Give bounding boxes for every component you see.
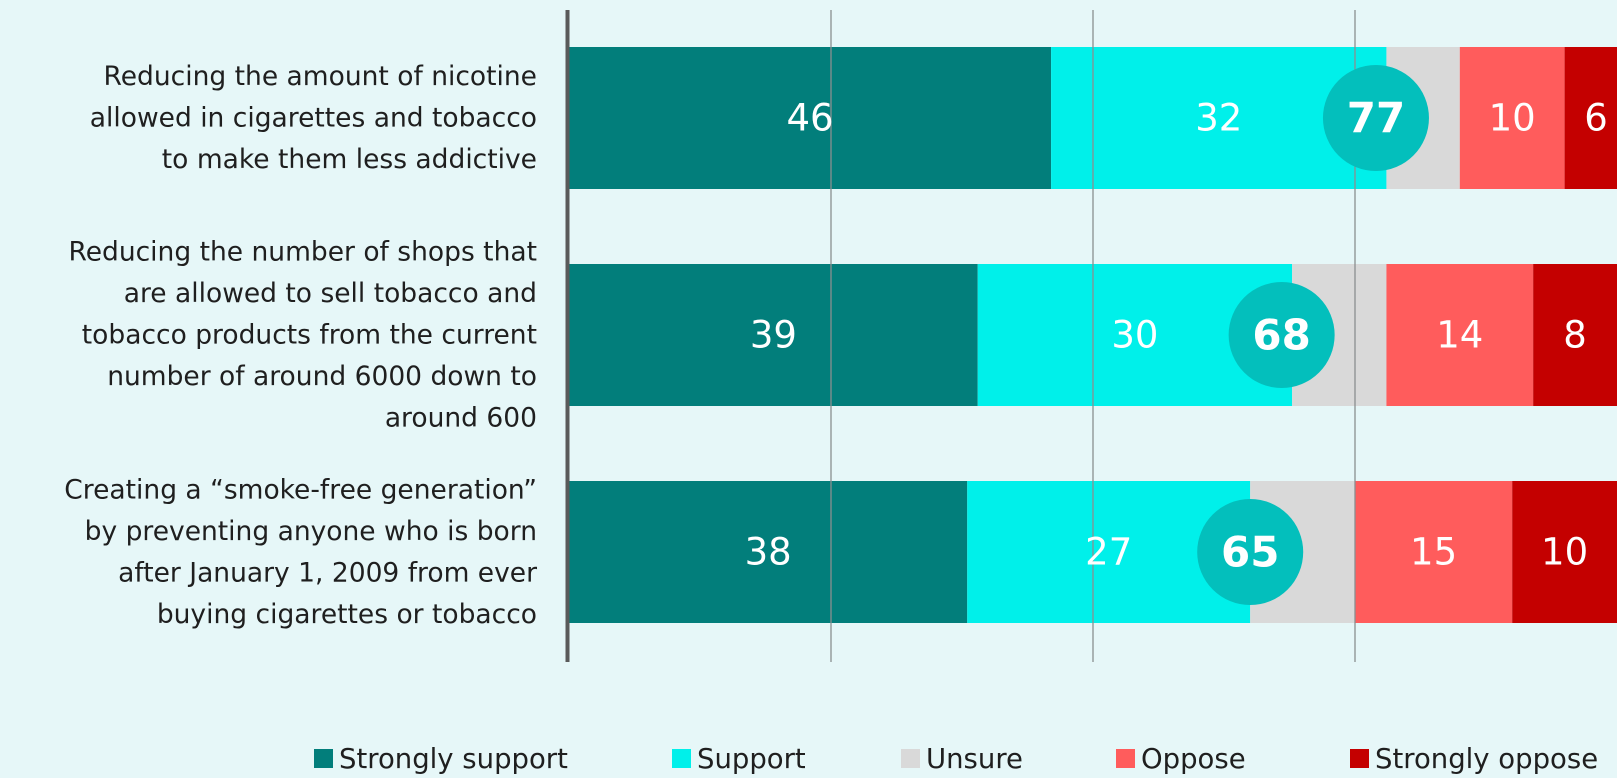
total-label: 65 xyxy=(1221,528,1279,577)
data-label: 10 xyxy=(1489,97,1536,140)
bar-oppose-3 xyxy=(1355,481,1513,623)
category-label: are allowed to sell tobacco and xyxy=(124,278,537,309)
data-label: 15 xyxy=(1410,531,1457,574)
total-label: 68 xyxy=(1252,311,1310,360)
data-label: 8 xyxy=(1563,314,1587,357)
bar-strongly-support-2 xyxy=(569,264,978,406)
category-label: number of around 6000 down to xyxy=(107,361,537,392)
legend-label-oppose: Oppose xyxy=(1141,743,1246,775)
category-label: Reducing the number of shops that xyxy=(68,237,537,268)
legend-label-strongly-oppose: Strongly oppose xyxy=(1375,743,1598,775)
data-label: 32 xyxy=(1195,97,1242,140)
bar-oppose-2 xyxy=(1386,264,1534,406)
total-label: 77 xyxy=(1347,94,1405,143)
category-label: after January 1, 2009 from ever xyxy=(118,557,537,588)
legend-label-support: Support xyxy=(697,743,806,775)
data-label: 46 xyxy=(786,97,833,140)
data-label: 14 xyxy=(1436,314,1483,357)
category-label: tobacco products from the current xyxy=(82,320,537,351)
category-label: allowed in cigarettes and tobacco xyxy=(90,103,537,134)
category-label: to make them less addictive xyxy=(162,144,537,175)
data-label: 6 xyxy=(1584,97,1608,140)
data-label: 39 xyxy=(750,314,797,357)
category-label: Reducing the amount of nicotine xyxy=(104,61,537,92)
data-label: 30 xyxy=(1111,314,1158,357)
bar-strongly-support-3 xyxy=(569,481,968,623)
bar-strongly-support-1 xyxy=(569,47,1052,189)
legend-swatch-oppose xyxy=(1116,749,1135,768)
bar-oppose-1 xyxy=(1459,47,1565,189)
bar-strongly-oppose-3 xyxy=(1512,481,1617,623)
category-label: around 600 xyxy=(385,403,537,434)
category-label: Creating a “smoke-free generation” xyxy=(64,474,537,505)
data-label: 27 xyxy=(1085,531,1132,574)
data-label: 10 xyxy=(1541,531,1588,574)
total-badge xyxy=(1228,282,1335,388)
legend-swatch-strongly-support xyxy=(314,749,333,768)
legend-label-strongly-support: Strongly support xyxy=(339,743,568,775)
total-badge xyxy=(1197,499,1304,605)
legend-swatch-support xyxy=(672,749,691,768)
bar-strongly-oppose-2 xyxy=(1533,264,1617,406)
legend-swatch-unsure xyxy=(901,749,920,768)
total-badge xyxy=(1322,65,1429,171)
category-label: by preventing anyone who is born xyxy=(85,516,537,547)
bar-strongly-oppose-1 xyxy=(1564,47,1617,189)
data-label: 38 xyxy=(745,531,792,574)
category-label: buying cigarettes or tobacco xyxy=(157,599,537,630)
legend-swatch-strongly-oppose xyxy=(1350,749,1369,768)
legend-label-unsure: Unsure xyxy=(926,743,1023,775)
